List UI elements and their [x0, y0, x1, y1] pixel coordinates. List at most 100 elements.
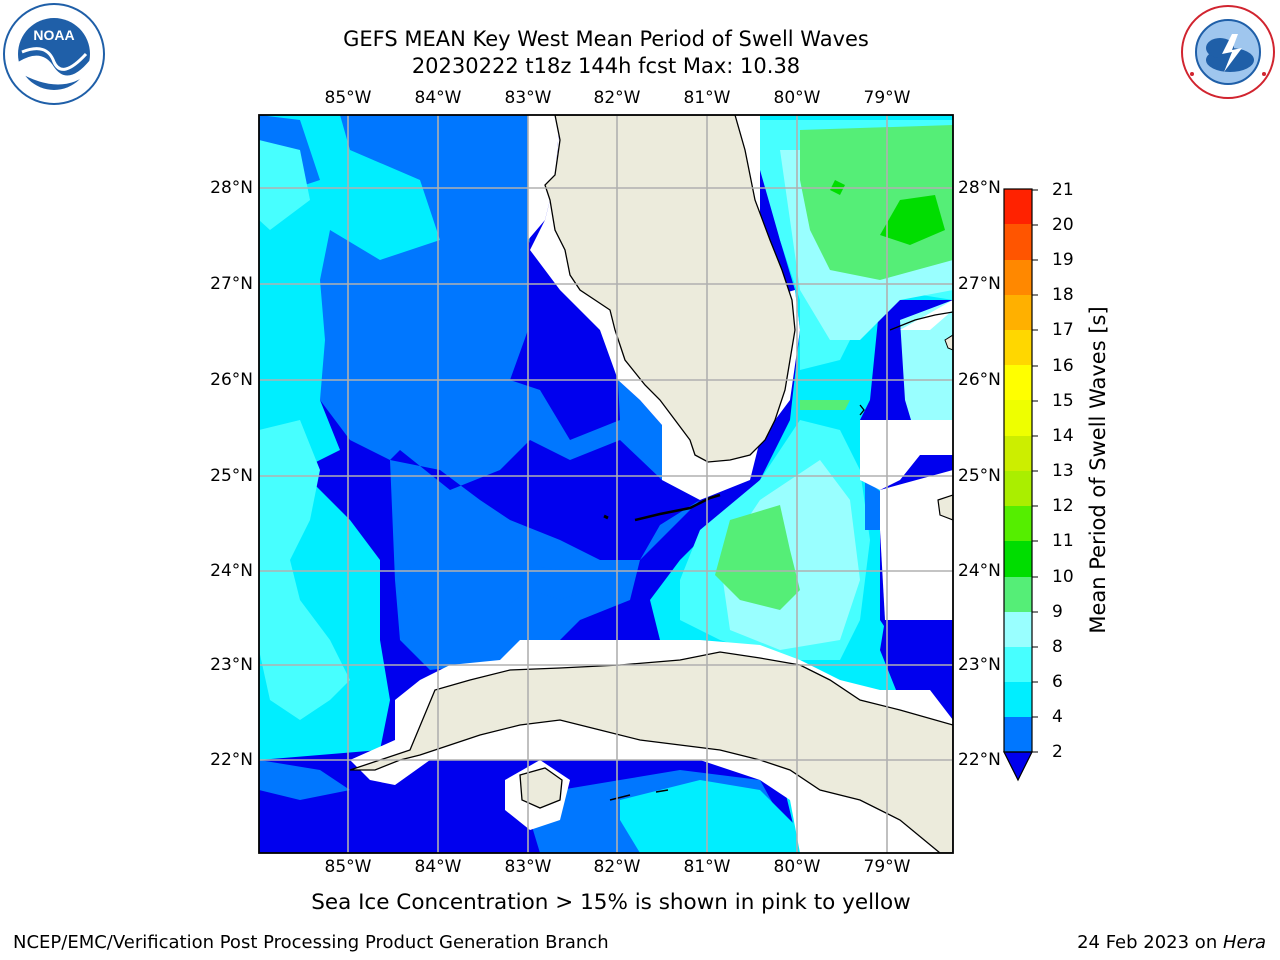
band-9-10-straits: [715, 505, 800, 610]
title-line-2: 20230222 t18z 144h fcst Max: 10.38: [411, 54, 801, 78]
andros: [937, 494, 953, 521]
lat-label-right: 24°N: [958, 561, 1001, 581]
band-2-4-sw: [259, 760, 350, 800]
florida-landmass: [544, 115, 796, 463]
colorbar-tick: 10: [1052, 567, 1074, 587]
lon-label-bottom: 85°W: [324, 857, 372, 877]
band-6-8-west: [259, 420, 350, 720]
band-4-6-west: [259, 115, 440, 760]
lat-label-left: 23°N: [210, 655, 253, 675]
lon-label-bottom: 82°W: [593, 857, 641, 877]
band-2-4-south: [395, 560, 590, 620]
colorbar-tick: 20: [1052, 215, 1074, 235]
nodata-bahamas-2: [880, 470, 953, 620]
cay-south: [609, 794, 631, 801]
colorbar-label: Mean Period of Swell Waves [s]: [1086, 306, 1110, 634]
lon-label-bottom: 84°W: [414, 857, 462, 877]
shelf-dark-2: [390, 440, 700, 560]
colorbar-tick: 18: [1052, 285, 1074, 305]
band-10-11: [880, 195, 945, 245]
colorbar-tick: 6: [1052, 672, 1063, 692]
lon-label-top: 80°W: [773, 88, 821, 108]
nodata-bahamas-1: [860, 420, 953, 490]
colorbar-tick: 15: [1052, 391, 1074, 411]
lat-label-right: 26°N: [958, 370, 1001, 390]
band-6-8-nw: [259, 140, 310, 230]
cb-10-11: [1004, 541, 1032, 577]
cuba-landmass: [349, 651, 953, 853]
nodata-1: [528, 115, 560, 240]
florida-keys: [634, 493, 721, 522]
colorbar-tick: 4: [1052, 707, 1063, 727]
band-8-9-e: [900, 300, 953, 450]
footer-credit: NCEP/EMC/Verification Post Processing Pr…: [13, 932, 609, 953]
dry-tortugas: [603, 514, 609, 520]
lon-label-top: 79°W: [863, 88, 911, 108]
colorbar-tick: 11: [1052, 531, 1074, 551]
colorbar: [1003, 188, 1038, 782]
svg-text:NOAA: NOAA: [33, 27, 74, 43]
shelf-dark-1: [510, 240, 620, 440]
colorbar-tick: 2: [1052, 742, 1063, 762]
footer-host: Hera: [1222, 932, 1266, 953]
title-line-1: GEFS MEAN Key West Mean Period of Swell …: [343, 27, 869, 51]
lat-label-left: 27°N: [210, 274, 253, 294]
bimini: [859, 404, 865, 416]
cb-14-15: [1004, 400, 1032, 436]
cb-17-18: [1004, 295, 1032, 330]
colorbar-tick: 8: [1052, 637, 1063, 657]
nodata-gbahama: [900, 300, 953, 330]
abaco: [944, 334, 953, 351]
cb-19-20: [1004, 224, 1032, 260]
cb-13-14: [1004, 436, 1032, 471]
cb-20-21: [1004, 189, 1032, 224]
lon-label-top: 83°W: [504, 88, 552, 108]
colorbar-tick: 12: [1052, 496, 1074, 516]
sea-ice-note: Sea Ice Concentration > 15% is shown in …: [311, 890, 911, 915]
cb-18-19: [1004, 260, 1032, 295]
band-9-10-patch: [800, 400, 850, 410]
cb-16-17: [1004, 330, 1032, 365]
cb-under-triangle: [1003, 751, 1033, 782]
cb-11-12: [1004, 506, 1032, 541]
lat-label-left: 24°N: [210, 561, 253, 581]
grand-bahama: [889, 311, 953, 331]
cb-12-13: [1004, 471, 1032, 506]
lon-label-bottom: 81°W: [683, 857, 731, 877]
colorbar-tick: 9: [1052, 602, 1063, 622]
lon-label-bottom: 80°W: [773, 857, 821, 877]
colorbar-tick: 16: [1052, 356, 1074, 376]
isla-juventud: [519, 767, 563, 809]
colorbar-tick: 19: [1052, 250, 1074, 270]
map-title: GEFS MEAN Key West Mean Period of Swell …: [256, 26, 956, 80]
lon-label-top: 82°W: [593, 88, 641, 108]
cb-6-8: [1004, 647, 1032, 682]
footer-date: 24 Feb 2023 on Hera: [1077, 932, 1266, 953]
lat-label-left: 22°N: [210, 750, 253, 770]
cb-8-9: [1004, 612, 1032, 647]
cb-2-4: [1004, 717, 1032, 752]
lat-label-left: 26°N: [210, 370, 253, 390]
footer-date-text: 24 Feb 2023 on: [1077, 932, 1223, 953]
lon-label-bottom: 83°W: [504, 857, 552, 877]
lat-label-right: 23°N: [958, 655, 1001, 675]
lon-label-bottom: 79°W: [863, 857, 911, 877]
lon-label-top: 85°W: [324, 88, 372, 108]
cb-9-10: [1004, 577, 1032, 612]
noaa-logo-icon: NOAA: [2, 2, 106, 106]
cb-15-16: [1004, 365, 1032, 400]
colorbar-tick: 13: [1052, 461, 1074, 481]
map-frame: [258, 114, 954, 854]
lat-label-right: 25°N: [958, 466, 1001, 486]
lat-label-right: 28°N: [958, 178, 1001, 198]
cb-4-6: [1004, 682, 1032, 717]
lat-label-left: 28°N: [210, 178, 253, 198]
colorbar-tick: 21: [1052, 180, 1074, 200]
lat-label-left: 25°N: [210, 466, 253, 486]
map-gridlines: [259, 115, 953, 853]
lat-label-right: 27°N: [958, 274, 1001, 294]
lon-label-top: 84°W: [414, 88, 462, 108]
lat-label-right: 22°N: [958, 750, 1001, 770]
lon-label-top: 81°W: [683, 88, 731, 108]
